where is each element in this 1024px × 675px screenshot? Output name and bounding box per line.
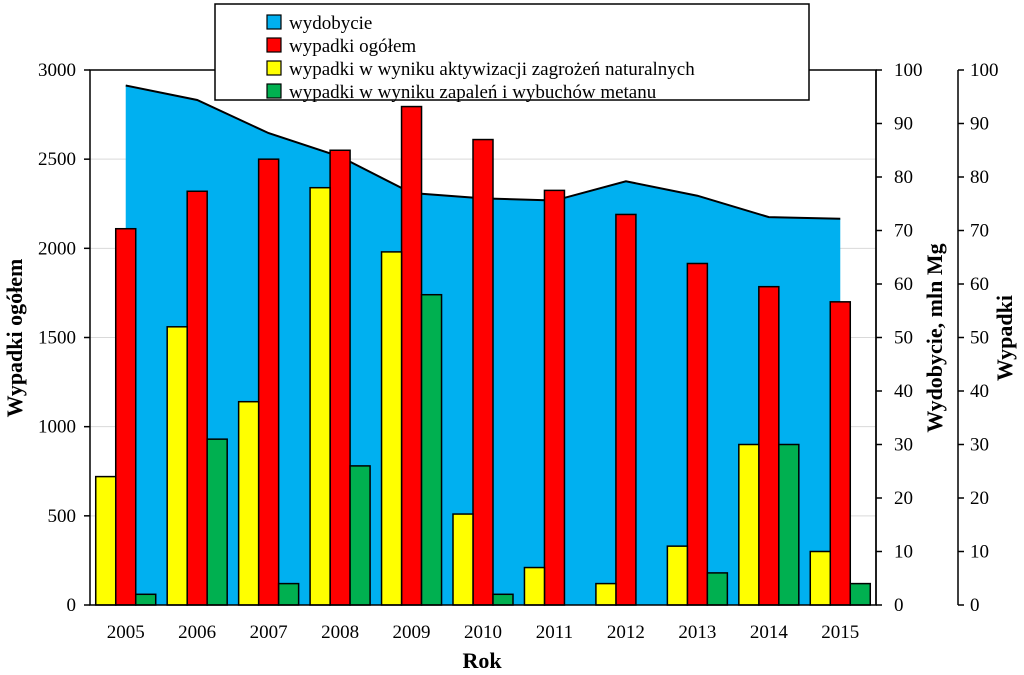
legend-label: wydobycie [289, 13, 372, 34]
x-tick-label: 2012 [607, 622, 645, 643]
y-left-tick-label: 2500 [38, 149, 76, 170]
x-axis-title: Rok [462, 648, 502, 673]
y-right2-tick-label: 10 [970, 542, 989, 563]
bar-series-0 [758, 285, 780, 606]
legend-label: wypadki ogółem [289, 36, 416, 57]
bar-series-0 [829, 301, 852, 606]
legend-label: wypadki w wyniku aktywizacji zagrożeń na… [289, 59, 695, 80]
y-right2-tick-label: 50 [970, 328, 989, 349]
bar-series-2 [849, 582, 872, 606]
y-left-tick-label: 3000 [38, 60, 76, 81]
y-axis-left-title: Wypadki ogółem [2, 259, 27, 418]
bar-series-0 [186, 190, 208, 606]
bar-series-2 [277, 582, 300, 606]
bar-series-1 [237, 400, 260, 606]
x-tick-label: 2007 [250, 622, 288, 643]
bar-series-0 [257, 158, 280, 606]
y-left-tick-label: 2000 [38, 238, 76, 259]
legend-swatch [266, 37, 282, 53]
bar-series-1 [166, 326, 188, 606]
y-right1-tick-label: 0 [894, 595, 904, 616]
y-right2-tick-label: 100 [970, 60, 999, 81]
y-axis-right1-title: Wydobycie, mln Mg [922, 243, 947, 432]
bar-series-0 [472, 138, 494, 606]
bar-series-2 [778, 443, 800, 606]
bar-series-1 [666, 545, 689, 606]
y-left-tick-label: 0 [67, 595, 77, 616]
y-right1-tick-label: 90 [894, 114, 913, 135]
y-left-tick-label: 1000 [38, 417, 76, 438]
x-tick-label: 2014 [750, 622, 789, 643]
x-tick-label: 2009 [393, 622, 431, 643]
bar-series-1 [809, 550, 832, 606]
bar-series-0 [114, 227, 137, 606]
y-right2-tick-label: 40 [970, 381, 989, 402]
bar-series-1 [309, 186, 331, 606]
legend-swatch [266, 14, 282, 30]
y-right1-tick-label: 10 [894, 542, 913, 563]
x-tick-label: 2015 [821, 622, 859, 643]
bar-series-0 [543, 189, 566, 606]
x-tick-label: 2005 [107, 622, 145, 643]
y-right2-tick-label: 0 [970, 595, 980, 616]
bar-series-0 [400, 105, 423, 606]
bar-series-0 [686, 262, 709, 606]
bar-series-1 [595, 582, 617, 606]
legend-swatch [266, 60, 282, 76]
bar-series-1 [523, 566, 546, 606]
legend-swatch [266, 83, 282, 99]
bars [94, 105, 872, 606]
y-right2-tick-label: 20 [970, 488, 989, 509]
y-right1-tick-label: 70 [894, 221, 913, 242]
y-axis-right2-title: Wypadki [992, 295, 1017, 381]
x-tick-label: 2013 [678, 622, 716, 643]
bar-series-2 [134, 593, 157, 606]
bar-series-1 [452, 513, 474, 606]
y-right2-tick-label: 70 [970, 221, 989, 242]
y-left-tick-label: 1500 [38, 328, 76, 349]
x-tick-label: 2008 [321, 622, 359, 643]
bar-series-1 [94, 475, 117, 606]
bar-series-1 [738, 443, 760, 606]
y-right2-tick-label: 90 [970, 114, 989, 135]
axes: 0500100015002000250030000102030405060708… [38, 60, 999, 643]
bar-series-0 [329, 149, 351, 606]
y-right1-tick-label: 60 [894, 274, 913, 295]
bar-series-2 [206, 438, 228, 606]
bar-series-0 [615, 213, 637, 606]
y-right1-tick-label: 30 [894, 435, 913, 456]
bar-series-2 [706, 572, 729, 606]
legend-box [214, 3, 810, 101]
x-tick-label: 2010 [464, 622, 502, 643]
y-right1-tick-label: 50 [894, 328, 913, 349]
bar-series-2 [349, 465, 371, 606]
y-right1-tick-label: 40 [894, 381, 913, 402]
y-right1-tick-label: 100 [894, 60, 923, 81]
bar-series-2 [492, 593, 514, 606]
y-right2-tick-label: 80 [970, 167, 989, 188]
y-right2-tick-label: 60 [970, 274, 989, 295]
x-tick-label: 2006 [178, 622, 216, 643]
y-left-tick-label: 500 [48, 506, 77, 527]
y-right1-tick-label: 80 [894, 167, 913, 188]
legend-label: wypadki w wyniku zapaleń i wybuchów meta… [289, 82, 657, 103]
bar-series-1 [380, 251, 403, 606]
bar-series-2 [420, 293, 443, 606]
x-tick-label: 2011 [536, 622, 573, 643]
y-right2-tick-label: 30 [970, 435, 989, 456]
y-right1-tick-label: 20 [894, 488, 913, 509]
